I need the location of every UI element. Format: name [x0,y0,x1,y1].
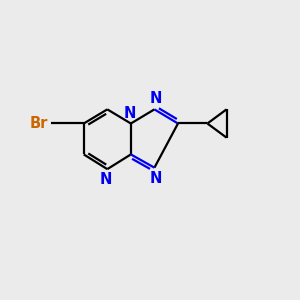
Text: N: N [150,171,162,186]
Text: Br: Br [30,116,48,131]
Text: N: N [150,92,162,106]
Text: N: N [100,172,112,187]
Text: N: N [123,106,136,121]
